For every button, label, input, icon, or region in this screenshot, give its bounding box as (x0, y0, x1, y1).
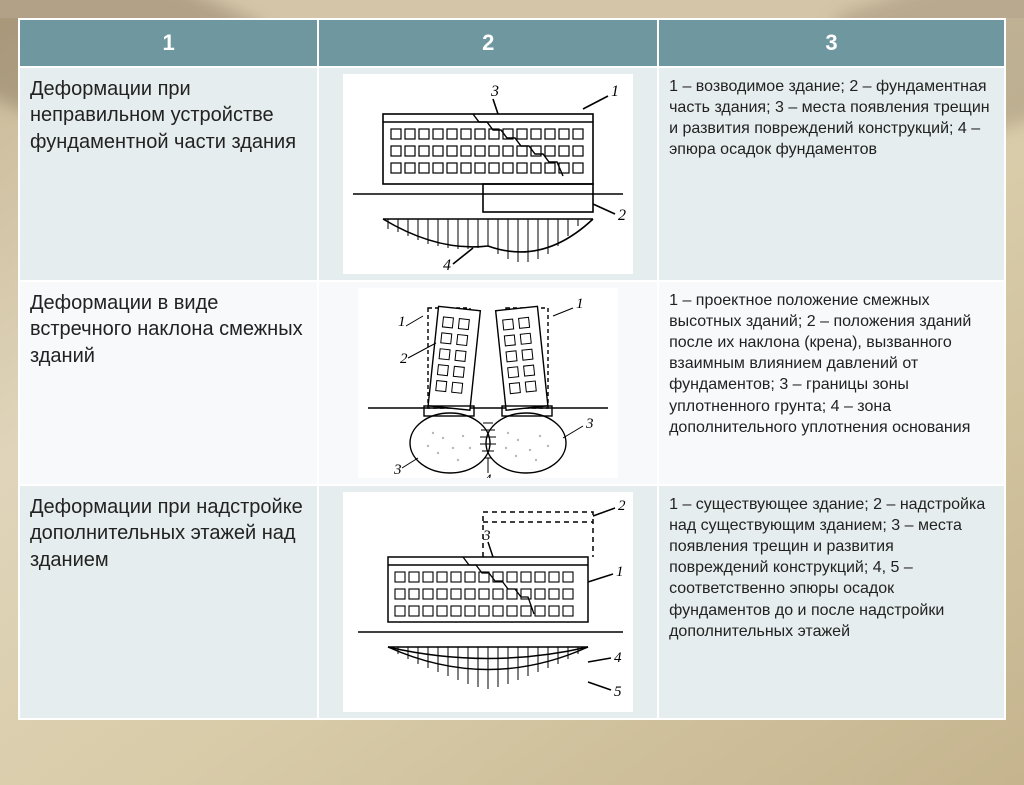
header-col-3: 3 (658, 19, 1005, 67)
svg-text:3: 3 (393, 462, 402, 478)
svg-text:1: 1 (576, 296, 584, 312)
table-row: Деформации при неправильном устройстве ф… (19, 67, 1005, 281)
header-row: 1 2 3 (19, 19, 1005, 67)
row-title: Деформации при надстройке дополнительных… (19, 485, 318, 719)
table-row: Деформации в виде встречного наклона сме… (19, 281, 1005, 485)
row-title: Деформации при неправильном устройстве ф… (19, 67, 318, 281)
table-row: Деформации при надстройке дополнительных… (19, 485, 1005, 719)
diagram-superstructure: 2 1 3 4 5 (343, 492, 633, 712)
svg-text:1: 1 (611, 83, 619, 100)
svg-text:4: 4 (614, 650, 622, 666)
svg-text:4: 4 (484, 472, 492, 478)
svg-text:2: 2 (618, 498, 626, 514)
svg-text:3: 3 (482, 528, 491, 544)
row-diagram: 2 1 3 4 5 (318, 485, 658, 719)
row-title: Деформации в виде встречного наклона сме… (19, 281, 318, 485)
svg-text:1: 1 (616, 564, 624, 580)
row-legend: 1 – проектное положение смежных высотных… (658, 281, 1005, 485)
svg-text:2: 2 (618, 207, 626, 224)
svg-text:2: 2 (400, 351, 408, 367)
row-diagram: 3 1 2 4 (318, 67, 658, 281)
svg-text:3: 3 (490, 83, 499, 100)
svg-text:1: 1 (398, 314, 406, 330)
deformation-table: 1 2 3 Деформации при неправильном устрой… (18, 18, 1006, 720)
row-legend: 1 – существующее здание; 2 – надстройка … (658, 485, 1005, 719)
row-legend: 1 – возводимое здание; 2 – фундаментная … (658, 67, 1005, 281)
svg-text:5: 5 (614, 684, 622, 700)
header-col-1: 1 (19, 19, 318, 67)
diagram-leaning-buildings: 1 2 1 3 3 4 (358, 288, 618, 478)
diagram-foundation-defect: 3 1 2 4 (343, 74, 633, 274)
svg-text:4: 4 (443, 257, 451, 274)
svg-text:3: 3 (585, 416, 594, 432)
header-col-2: 2 (318, 19, 658, 67)
row-diagram: 1 2 1 3 3 4 (318, 281, 658, 485)
